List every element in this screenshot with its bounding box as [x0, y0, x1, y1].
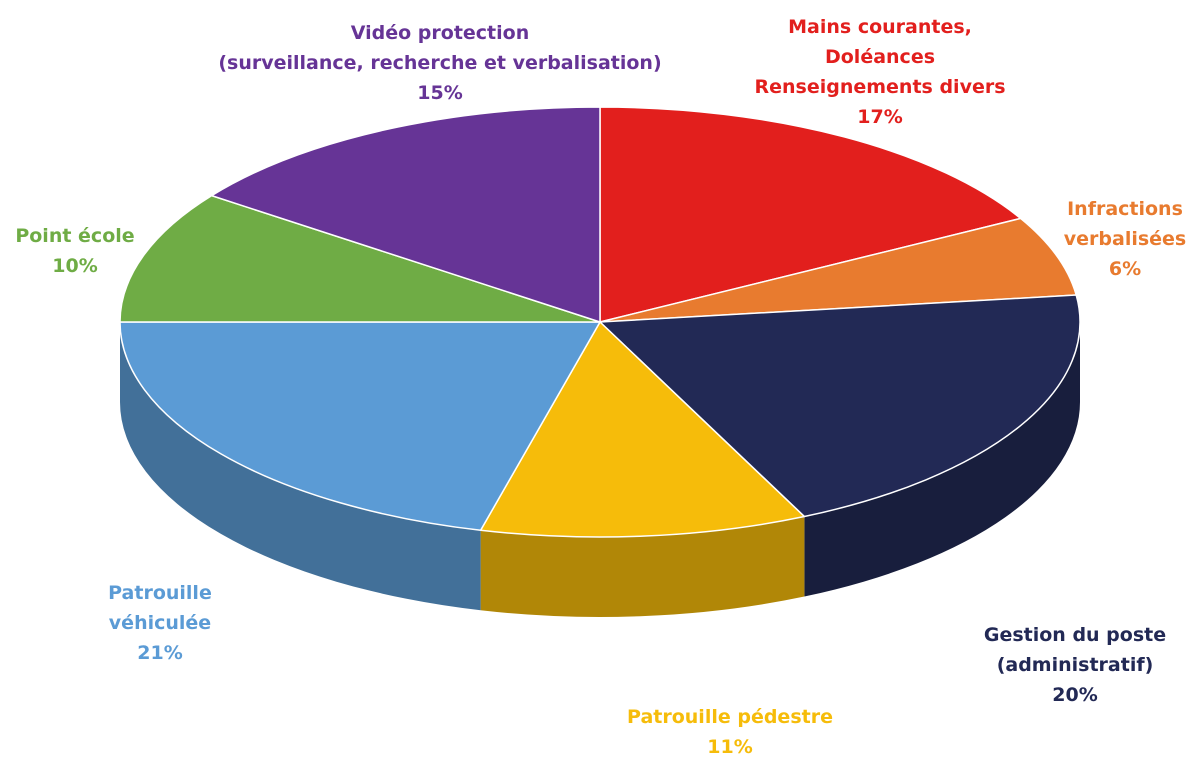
pie-top-faces — [119, 106, 1081, 538]
slice-label-mains-courantes: Mains courantes, Doléances Renseignement… — [730, 12, 1030, 132]
label-line: Vidéo protection — [350, 22, 530, 44]
label-percent: 11% — [707, 736, 753, 758]
label-line: (administratif) — [996, 654, 1154, 676]
label-percent: 10% — [52, 255, 98, 277]
slice-label-patrouille-vehiculee: Patrouille véhiculée 21% — [60, 578, 260, 668]
label-percent: 17% — [857, 106, 903, 128]
label-line: Renseignements divers — [754, 76, 1006, 98]
label-percent: 15% — [417, 82, 463, 104]
slice-label-infractions: Infractions verbalisées 6% — [1050, 194, 1190, 284]
label-line: Gestion du poste — [983, 624, 1167, 646]
pie-slice-video-protection — [210, 106, 601, 323]
slice-label-video-protection: Vidéo protection (surveillance, recherch… — [180, 18, 700, 108]
pie-slice-gestion-du-poste — [599, 294, 1081, 518]
label-line: Point école — [15, 225, 135, 247]
pie-slice-infractions — [599, 217, 1077, 323]
label-line: Doléances — [824, 46, 936, 68]
slice-label-patrouille-pedestre: Patrouille pédestre 11% — [590, 702, 870, 762]
label-line: Patrouille — [108, 582, 212, 604]
label-percent: 21% — [137, 642, 183, 664]
label-line: verbalisées — [1063, 228, 1187, 250]
slice-label-gestion-poste: Gestion du poste (administratif) 20% — [960, 620, 1190, 710]
label-line: véhiculée — [108, 612, 212, 634]
pie-slice-point-ecole — [119, 194, 601, 323]
label-line: Patrouille pédestre — [627, 706, 833, 728]
label-line: Mains courantes, — [788, 16, 972, 38]
pie-side-gestion-du-poste — [804, 322, 1080, 597]
pie-side-walls — [120, 322, 1080, 617]
label-line: Infractions — [1067, 198, 1183, 220]
slice-label-point-ecole: Point école 10% — [0, 221, 150, 281]
pie-slice-mains-courantes — [599, 106, 1022, 323]
pie-side-patrouille — [120, 322, 481, 611]
pie-side-patrouille-pedestre — [480, 516, 805, 617]
label-percent: 6% — [1108, 258, 1142, 280]
pie-slice-patrouille — [119, 321, 601, 531]
label-line: (surveillance, recherche et verbalisatio… — [218, 52, 662, 74]
label-percent: 20% — [1052, 684, 1098, 706]
pie-slice-patrouille-pedestre — [479, 321, 806, 538]
